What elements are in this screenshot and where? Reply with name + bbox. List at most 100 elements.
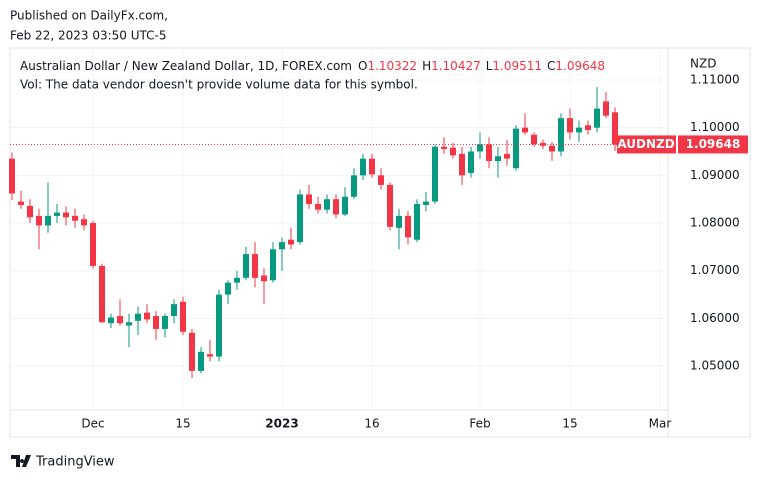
candle-body [288,239,294,245]
ohlc-key: C [547,59,555,73]
candle-body [396,215,402,228]
candle-body [414,203,420,240]
candle-body [63,212,69,218]
candle-body [612,112,618,145]
ohlc-value: 1.10427 [431,59,481,73]
grid [10,48,668,410]
candle-body [117,316,123,324]
y-tick-label: 1.11000 [690,72,740,86]
candle-body [432,146,438,202]
candle-body [45,215,51,226]
candle-body [81,219,87,226]
candle-body [234,277,240,283]
candle-body [450,147,456,156]
candle-body [513,128,519,169]
candle-body [171,304,177,317]
candle-body [558,118,564,152]
candle-body [441,146,447,150]
candle-body [9,158,15,194]
candle-body [54,212,60,216]
symbol-title: Australian Dollar / New Zealand Dollar, … [20,59,605,73]
candle-body [405,215,411,238]
currency: NZD [690,57,716,71]
x-tick-label: 15 [562,417,577,431]
candle-body [135,313,141,321]
candle-body [477,144,483,152]
candle-body [459,153,465,176]
candle-body [369,158,375,175]
candle-body [531,134,537,145]
x-tick-label: Feb [469,417,490,431]
candle-body [324,199,330,210]
candle-body [198,351,204,371]
candle-body [144,312,150,320]
ohlc-key: L [486,59,493,73]
candle-body [279,242,285,250]
candle-body [36,215,42,226]
y-tick-label: 1.05000 [690,359,740,373]
candle-body [270,249,276,281]
published: Published on DailyFx.com, [10,9,168,23]
candle-body [216,294,222,357]
brand: TradingView [35,455,115,470]
candle-body [423,201,429,205]
candle-body [99,265,105,323]
x-tick-label: 15 [175,417,190,431]
candle-body [333,199,339,215]
candle-body [153,316,159,329]
ohlc-key: H [422,59,431,73]
timestamp: Feb 22, 2023 03:50 UTC-5 [10,29,166,43]
candle-body [495,156,501,162]
candles [9,87,618,379]
candle-body [378,175,384,185]
y-tick-label: 1.06000 [690,311,740,325]
volume-note: Vol: The data vendor doesn't provide vol… [20,78,418,92]
candle-body [297,194,303,243]
candle-body [126,322,132,326]
y-tick-label: 1.10000 [690,120,740,134]
candle-body [189,332,195,371]
candle-body [252,254,258,278]
candle-body [108,317,114,324]
candle-body [576,127,582,133]
candle-body [18,201,24,205]
ohlc-legend: O1.10322 H1.10427 L1.09511 C1.09648 [358,59,605,73]
x-tick-label: 16 [364,417,379,431]
y-tick-label: 1.08000 [690,216,740,230]
candle-body [594,108,600,128]
candle-body [225,282,231,295]
candle-body [90,223,96,266]
candle-body [549,145,555,152]
candle-body [603,101,609,116]
price-tag-label: 1.09648 [686,137,741,151]
candle-body [540,142,546,146]
ohlc-value: 1.09511 [492,59,542,73]
candle-body [468,151,474,173]
ohlc-value: 1.10322 [367,59,417,73]
candle-body [504,153,510,159]
ohlc-key: O [358,59,367,73]
candle-body [522,127,528,133]
tv-logo: TradingView [11,455,115,470]
candle-body [162,316,168,329]
x-tick-label: 2023 [265,417,298,431]
candle-body [351,175,357,197]
y-tick-label: 1.07000 [690,263,740,277]
candle-body [306,194,312,204]
x-tick-label: Mar [649,417,672,431]
x-tick-label: Dec [81,417,104,431]
candle-body [486,144,492,162]
candle-body [72,215,78,221]
candle-body [261,275,267,282]
price-tag [678,135,748,154]
logo-mark [11,455,31,467]
y-tick-label: 1.09000 [690,168,740,182]
symbol-title-text: Australian Dollar / New Zealand Dollar, … [20,59,352,73]
candle-body [243,254,249,278]
candle-body [585,125,591,131]
candle-body [387,184,393,227]
ohlc-value: 1.09648 [555,59,605,73]
symbol-tag [617,135,676,154]
